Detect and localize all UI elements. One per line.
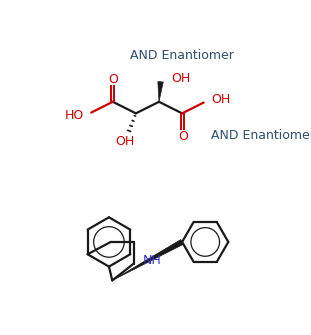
Text: OH: OH: [115, 135, 135, 148]
Text: OH: OH: [211, 93, 231, 106]
Text: AND Enantiomer: AND Enantiomer: [211, 129, 311, 142]
Text: AND Enantiomer: AND Enantiomer: [130, 50, 234, 62]
Text: O: O: [108, 73, 118, 86]
Polygon shape: [158, 82, 163, 102]
Text: HO: HO: [64, 109, 84, 122]
Text: O: O: [178, 130, 188, 143]
Text: OH: OH: [171, 72, 191, 85]
Text: NH: NH: [143, 254, 162, 267]
Polygon shape: [112, 240, 183, 280]
